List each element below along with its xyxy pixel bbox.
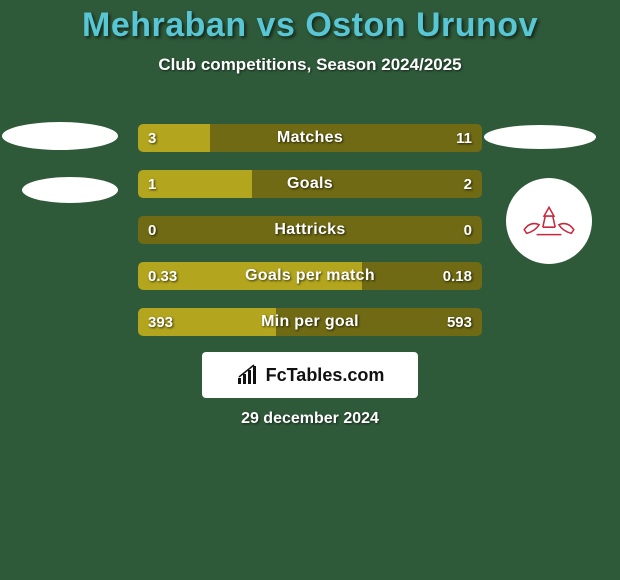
stat-label: Goals [138,170,482,198]
right-placeholder-ellipse [484,125,596,149]
stat-label: Min per goal [138,308,482,336]
page-title: Mehraban vs Oston Urunov [0,0,620,45]
brand-chart-icon [236,364,260,386]
stat-bar-row: 311Matches [138,124,482,152]
stat-bar-row: 393593Min per goal [138,308,482,336]
stat-bar-row: 00Hattricks [138,216,482,244]
comparison-infographic: Mehraban vs Oston Urunov Club competitio… [0,0,620,580]
date-text: 29 december 2024 [0,410,620,428]
left-placeholder-ellipse-2 [22,177,118,203]
brand-text: FcTables.com [266,365,385,386]
stat-label: Matches [138,124,482,152]
page-subtitle: Club competitions, Season 2024/2025 [0,55,620,75]
club-logo-icon [518,201,580,241]
left-placeholder-ellipse-1 [2,122,118,150]
stat-bar-row: 12Goals [138,170,482,198]
club-logo [506,178,592,264]
stat-bars: 311Matches 12Goals 00Hattricks 0.330.18Goal… [138,124,482,354]
brand-badge: FcTables.com [202,352,418,398]
stat-label: Hattricks [138,216,482,244]
stat-label: Goals per match [138,262,482,290]
stat-bar-row: 0.330.18Goals per match [138,262,482,290]
